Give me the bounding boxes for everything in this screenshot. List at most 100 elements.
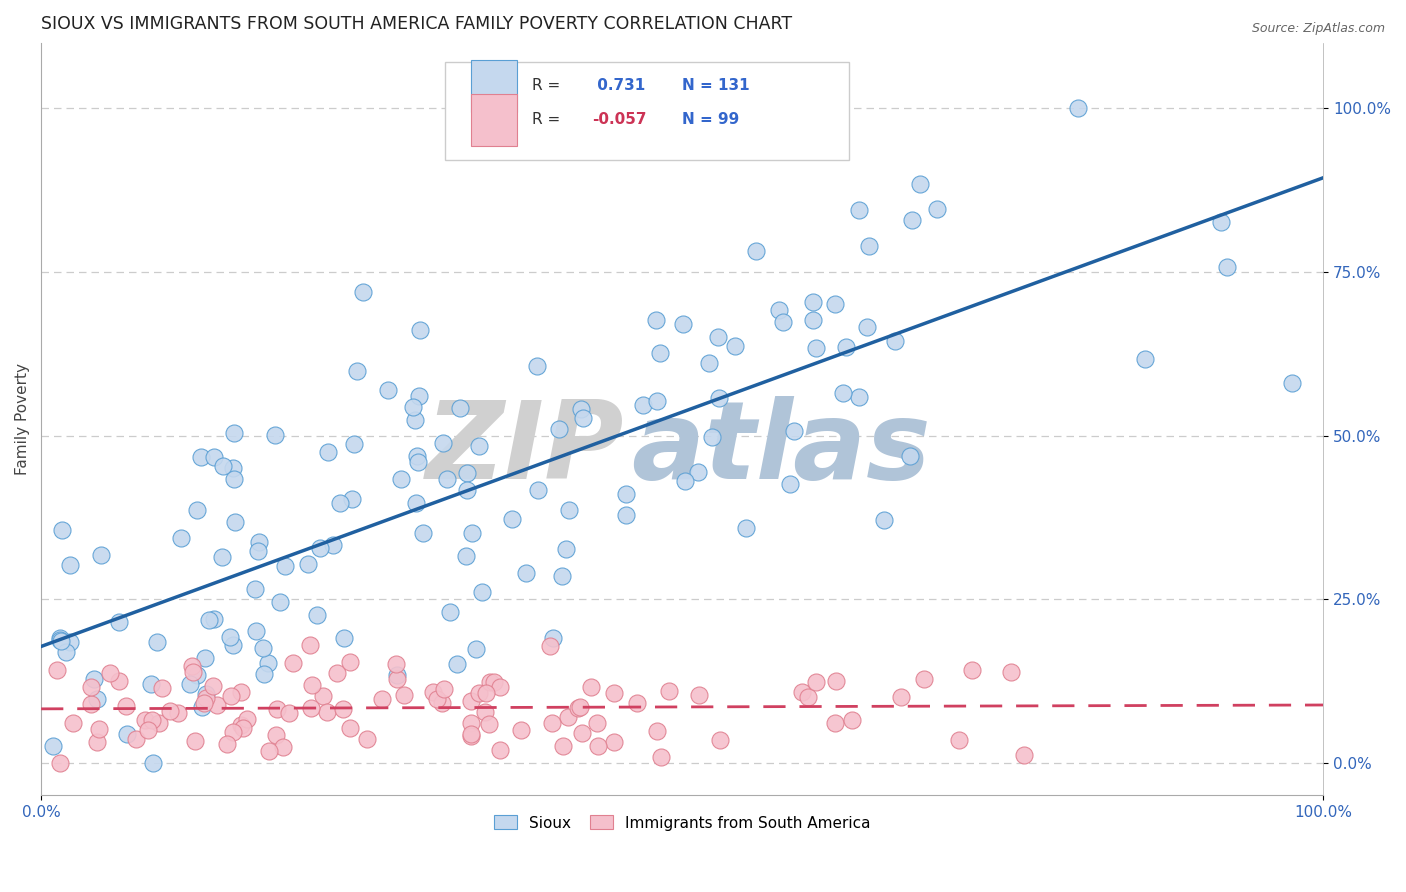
Point xyxy=(586,715,609,730)
Point xyxy=(211,549,233,564)
Point xyxy=(439,605,461,619)
Point xyxy=(266,702,288,716)
Text: Source: ZipAtlas.com: Source: ZipAtlas.com xyxy=(1251,22,1385,36)
Point xyxy=(385,668,408,682)
Point xyxy=(569,402,592,417)
FancyBboxPatch shape xyxy=(471,94,517,146)
Point xyxy=(195,687,218,701)
Point xyxy=(824,716,846,731)
Point xyxy=(179,677,201,691)
Point xyxy=(243,582,266,596)
Point xyxy=(197,613,219,627)
Point xyxy=(191,700,214,714)
Point xyxy=(316,705,339,719)
Point xyxy=(557,710,579,724)
Point xyxy=(571,411,593,425)
Point xyxy=(170,531,193,545)
Point xyxy=(339,721,361,735)
Point xyxy=(948,733,970,747)
Point xyxy=(1067,101,1090,115)
Point xyxy=(405,496,427,510)
Point xyxy=(222,461,245,475)
Point xyxy=(432,696,454,710)
Point xyxy=(86,692,108,706)
FancyBboxPatch shape xyxy=(444,62,849,160)
Point xyxy=(1133,351,1156,366)
Point xyxy=(266,728,288,742)
Point xyxy=(804,341,827,355)
Point xyxy=(446,657,468,672)
Text: 0.731: 0.731 xyxy=(592,78,645,94)
Point xyxy=(432,435,454,450)
Point xyxy=(333,632,356,646)
Point xyxy=(281,656,304,670)
Point xyxy=(159,704,181,718)
Point xyxy=(645,313,668,327)
Point xyxy=(247,544,270,558)
Point xyxy=(141,713,163,727)
Point xyxy=(1281,376,1303,391)
Point xyxy=(332,702,354,716)
Point xyxy=(352,285,374,300)
Point xyxy=(218,630,240,644)
Point xyxy=(371,691,394,706)
Point xyxy=(412,525,434,540)
Point xyxy=(269,595,291,609)
Point xyxy=(614,487,637,501)
Point xyxy=(139,676,162,690)
Point xyxy=(1216,260,1239,275)
Point xyxy=(219,690,242,704)
Text: R =: R = xyxy=(533,78,561,94)
Point xyxy=(962,663,984,677)
Point xyxy=(460,715,482,730)
Point xyxy=(478,674,501,689)
Point xyxy=(579,680,602,694)
Point xyxy=(406,455,429,469)
Point xyxy=(848,390,870,404)
Point xyxy=(527,483,550,497)
Point xyxy=(114,699,136,714)
Point xyxy=(224,515,246,529)
Text: atlas: atlas xyxy=(631,396,931,502)
Point xyxy=(193,696,215,710)
Point xyxy=(392,688,415,702)
Text: ZIP: ZIP xyxy=(426,396,624,502)
Point xyxy=(408,389,430,403)
Point xyxy=(471,584,494,599)
Point xyxy=(1209,215,1232,229)
Point xyxy=(478,716,501,731)
Text: R =: R = xyxy=(533,112,561,128)
Point xyxy=(650,749,672,764)
Point xyxy=(782,424,804,438)
Point xyxy=(436,472,458,486)
Point xyxy=(183,734,205,748)
Point xyxy=(925,202,948,216)
Point xyxy=(385,657,408,671)
Point xyxy=(768,303,790,318)
Point xyxy=(460,693,482,707)
Point xyxy=(108,615,131,629)
Point xyxy=(449,401,471,415)
Point xyxy=(553,739,575,754)
Point xyxy=(194,651,217,665)
Point xyxy=(856,320,879,334)
Point xyxy=(468,439,491,453)
Point xyxy=(346,364,368,378)
Point xyxy=(298,638,321,652)
Point xyxy=(309,541,332,556)
Point xyxy=(253,667,276,681)
Point xyxy=(356,731,378,746)
Point xyxy=(212,459,235,474)
Point xyxy=(107,673,129,688)
Point xyxy=(86,735,108,749)
Point xyxy=(465,642,488,657)
Point xyxy=(387,673,409,687)
Point xyxy=(150,681,173,696)
Point xyxy=(541,631,564,645)
Point xyxy=(49,634,72,648)
Point xyxy=(482,674,505,689)
Point xyxy=(402,400,425,414)
Point xyxy=(538,639,561,653)
Text: N = 131: N = 131 xyxy=(682,78,749,94)
Point xyxy=(456,549,478,563)
